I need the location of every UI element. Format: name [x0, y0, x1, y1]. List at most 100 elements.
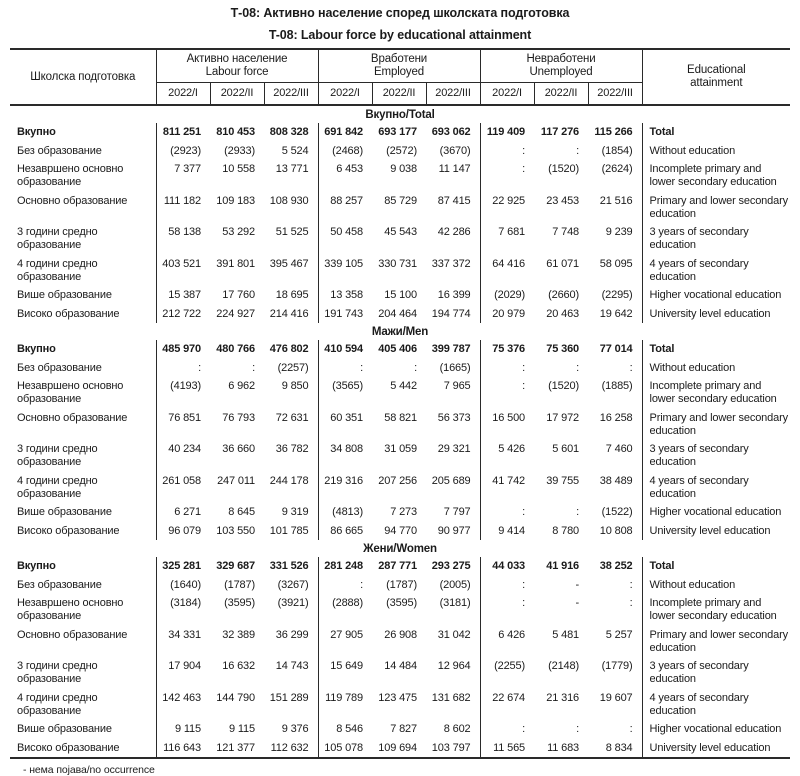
value-cell: 399 787 — [426, 340, 481, 359]
value-cell: 88 257 — [330, 194, 363, 207]
value-cell: 115 266 — [588, 123, 643, 142]
value-cell: 212 722 — [162, 307, 201, 320]
value-cell: 44 033 — [492, 560, 526, 572]
column-group-unemployed: Невработени Unemployed — [480, 49, 643, 83]
value-cell: 31 059 — [384, 443, 417, 455]
value-cell: (2660) — [548, 289, 580, 301]
group-label-mk: Активно население — [186, 53, 288, 65]
value-cell: 45 543 — [384, 226, 417, 238]
value-cell: (3670) — [426, 141, 481, 160]
value-cell: 144 790 — [216, 691, 255, 704]
row-label-en: University level education — [649, 524, 771, 537]
row-label-mk: Вкупно — [10, 557, 157, 576]
value-cell: 16 632 — [222, 660, 255, 672]
value-cell: 329 687 — [216, 560, 255, 572]
page-title-mk: Т-08: Активно население според школската… — [230, 6, 570, 20]
value-cell: (1640) — [170, 578, 201, 591]
value-cell: 5 481 — [552, 628, 580, 641]
value-cell: : — [522, 163, 526, 175]
quarter-header: 2022/II — [210, 82, 265, 106]
row-label-mk: 3 години средно образование — [10, 657, 157, 689]
value-cell: 15 100 — [384, 289, 417, 301]
value-cell: 811 251 — [162, 126, 201, 138]
value-cell: 121 377 — [216, 741, 255, 754]
value-cell: 281 248 — [324, 560, 363, 572]
table-row: Без образование:: (2257):: (1665)::: Withou… — [10, 358, 790, 377]
quarter-header: 2022/II — [534, 82, 589, 106]
value-cell: 76 851 — [168, 411, 201, 424]
value-cell: (1520) — [548, 163, 580, 175]
value-cell: 224 927 — [216, 307, 255, 320]
row-label-en: Incomplete primary and lower secondary e… — [649, 597, 777, 622]
value-cell: 325 281 — [162, 560, 201, 572]
value-cell: 21 516 — [588, 191, 643, 223]
table-row: Основно образование 76 851 76 793 72 631 60 … — [10, 408, 790, 440]
section-header-row: Жени/Women — [10, 540, 790, 557]
value-cell: 86 665 — [330, 524, 363, 537]
value-cell: 5 442 — [390, 380, 417, 392]
value-cell: 693 177 — [378, 126, 417, 138]
value-cell: 15 387 — [168, 289, 201, 301]
row-label-en: 3 years of secondary education — [649, 443, 749, 468]
value-cell: 20 463 — [546, 307, 580, 320]
value-cell: (1522) — [588, 503, 643, 522]
value-cell: : — [522, 144, 526, 157]
value-cell: 7 827 — [390, 723, 417, 735]
value-cell: (2468) — [332, 144, 363, 157]
value-cell: 9 239 — [588, 223, 643, 255]
row-label-mk: Незавршено основно образование — [10, 594, 157, 626]
row-label-en: Total — [649, 560, 675, 572]
table-row: 4 години средно образование 261 058 247 01… — [10, 471, 790, 503]
row-label-mk: 4 години средно образование — [10, 471, 157, 503]
value-cell: (3595) — [224, 597, 255, 609]
row-label-en: Total — [649, 126, 675, 138]
value-cell: : — [588, 720, 643, 739]
row-label-en: 3 years of secondary education — [649, 660, 749, 685]
value-cell: 151 289 — [264, 688, 319, 720]
table-row: Без образование (2923) (2933) 5 524 (2468) (2… — [10, 141, 790, 160]
value-cell: 22 925 — [492, 194, 526, 207]
value-cell: 810 453 — [216, 126, 255, 138]
value-cell: 9 115 — [175, 723, 201, 735]
value-cell: 17 904 — [168, 660, 201, 672]
value-cell: 7 797 — [426, 503, 481, 522]
value-cell: (2923) — [170, 144, 201, 157]
value-cell: (2255) — [494, 660, 526, 672]
value-cell: 331 526 — [264, 557, 319, 576]
value-cell: (2005) — [426, 575, 481, 594]
row-label-mk: Без образование — [10, 358, 157, 377]
value-cell: : — [522, 597, 526, 609]
row-label-en: Higher vocational education — [649, 289, 782, 301]
value-cell: 205 689 — [426, 471, 481, 503]
value-cell: (2888) — [332, 597, 363, 609]
value-cell: (2933) — [224, 144, 255, 157]
table-row: Више образование 6 271 8 645 9 319 (4813) 7 2… — [10, 503, 790, 522]
value-cell: (2295) — [588, 286, 643, 305]
row-label-mk: 4 години средно образование — [10, 254, 157, 286]
value-cell: 5 426 — [498, 443, 526, 455]
value-cell: 219 316 — [324, 474, 363, 487]
row-label-en: 4 years of secondary education — [649, 257, 749, 283]
value-cell: 5 257 — [588, 625, 643, 657]
table-row: 3 години средно образование 17 904 16 632 1… — [10, 657, 790, 689]
value-cell: 244 178 — [264, 471, 319, 503]
header-group-row: Школска подготовка Активно население Lab… — [10, 49, 791, 106]
value-cell: 94 770 — [384, 524, 417, 537]
value-cell: (1779) — [588, 657, 643, 689]
value-cell: 32 389 — [222, 628, 255, 641]
value-cell: 7 681 — [498, 226, 526, 238]
value-cell: 31 042 — [426, 625, 481, 657]
value-cell: - — [575, 578, 580, 591]
value-cell: 8 546 — [336, 723, 363, 735]
value-cell: - — [575, 597, 580, 609]
table-row: Вкупно 811 251 810 453 808 328 691 842 693 17… — [10, 123, 790, 142]
value-cell: 75 376 — [492, 343, 526, 355]
column-header-school-attainment: Школска подготовка — [10, 49, 157, 106]
row-label-mk: Вкупно — [10, 340, 157, 359]
value-cell: 5 524 — [264, 141, 319, 160]
value-cell: 58 138 — [168, 226, 201, 238]
value-cell: 7 748 — [552, 226, 580, 238]
value-cell: 19 607 — [588, 688, 643, 720]
value-cell: : — [414, 361, 417, 374]
value-cell: 9 376 — [264, 720, 319, 739]
